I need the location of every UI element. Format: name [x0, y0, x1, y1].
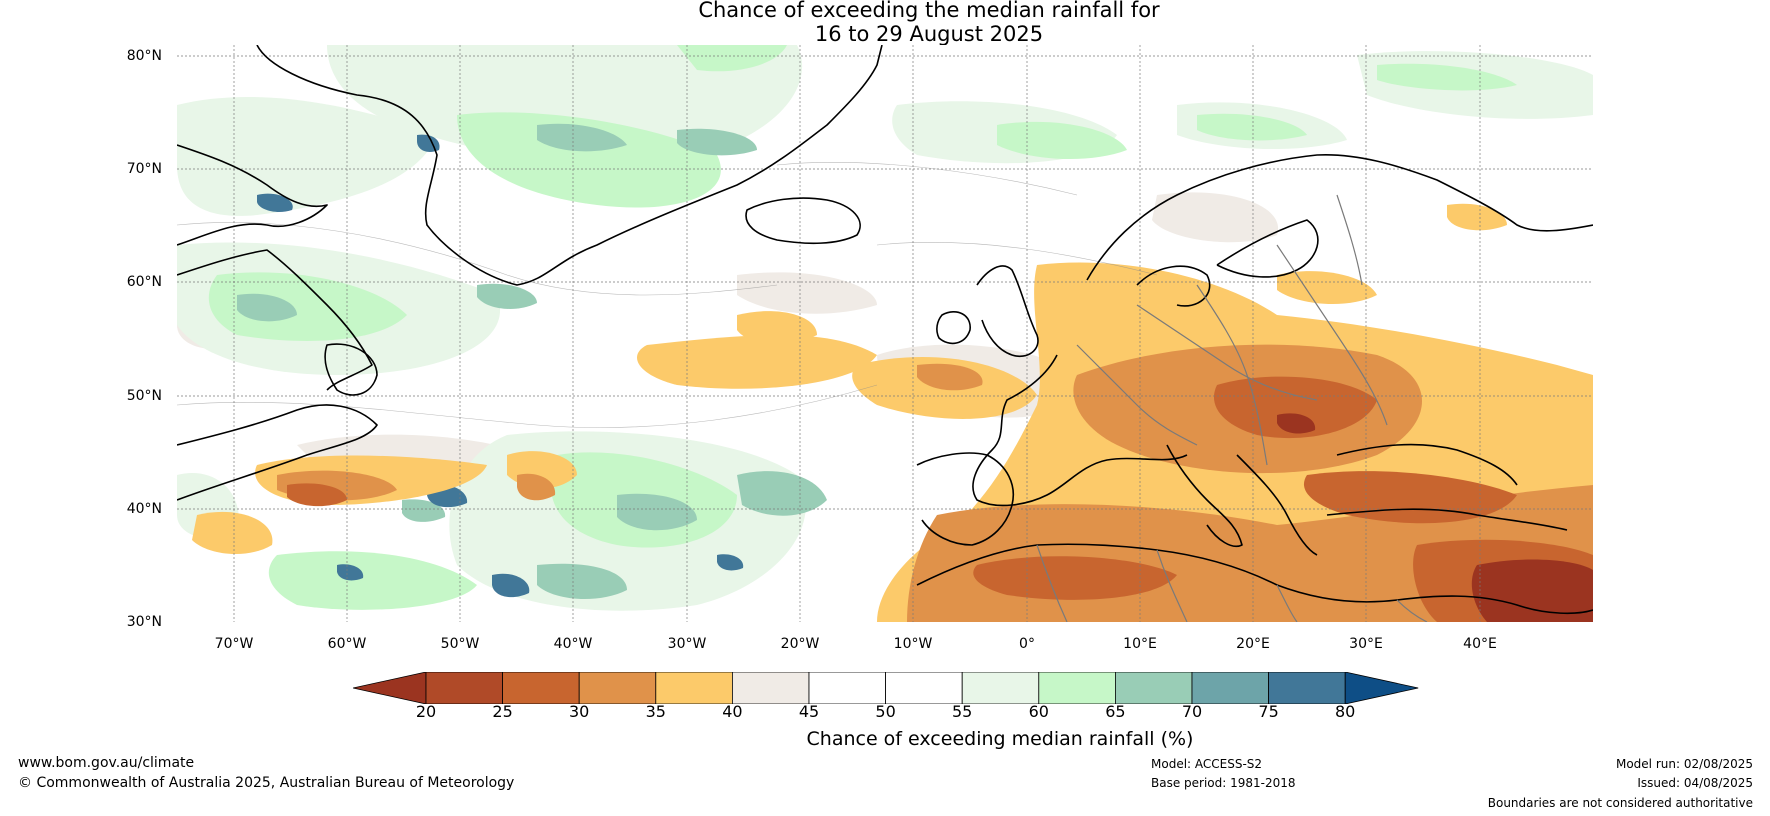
colorbar: [353, 672, 1419, 704]
colorbar-tick-label: 70: [1181, 702, 1203, 721]
colorbar-tick-label: 20: [415, 702, 437, 721]
country-borders: [1036, 194, 1428, 622]
lon-label-10w: 10°W: [893, 636, 933, 652]
colorbar-cell: [808, 672, 886, 704]
colorbar-cell: [1268, 672, 1346, 704]
lon-label-0: 0°: [1019, 636, 1035, 652]
issued-text: Issued: 04/08/2025: [1637, 776, 1753, 790]
coastlines: [177, 45, 1593, 615]
lon-label-10e: 10°E: [1123, 636, 1157, 652]
colorbar-cell: [502, 672, 580, 704]
lon-label-40w: 40°W: [553, 636, 593, 652]
colorbar-tick-label: 25: [492, 702, 513, 721]
title-line-1: Chance of exceeding the median rainfall …: [698, 0, 1160, 22]
colorbar-cell: [425, 672, 503, 704]
contour-70: [237, 123, 827, 600]
colorbar-cell: [885, 672, 963, 704]
colorbar-tick-label: 30: [569, 702, 590, 721]
lon-label-40e: 40°E: [1463, 636, 1497, 652]
colorbar-tick-label: 35: [645, 702, 666, 721]
base-period-text: Base period: 1981-2018: [1151, 776, 1296, 790]
lat-label-80n: 80°N: [126, 48, 162, 64]
lon-label-50w: 50°W: [440, 636, 480, 652]
lat-label-50n: 50°N: [126, 388, 162, 404]
rainfall-map: [177, 45, 1593, 622]
lat-label-60n: 60°N: [126, 274, 162, 290]
lon-label-70w: 70°W: [214, 636, 254, 652]
website-text: www.bom.gov.au/climate: [18, 755, 195, 771]
model-text: Model: ACCESS-S2: [1151, 757, 1263, 771]
colorbar-cell: [731, 672, 810, 704]
lon-label-30w: 30°W: [667, 636, 707, 652]
colorbar-tick-label: 45: [798, 702, 820, 721]
model-run-text: Model run: 02/08/2025: [1615, 757, 1753, 771]
colorbar-cell: [655, 672, 733, 704]
colorbar-cell: [961, 672, 1040, 704]
colorbar-cell: [578, 672, 657, 704]
colorbar-tick-label: 50: [875, 702, 896, 721]
colorbar-extend-high: [1344, 672, 1419, 704]
colorbar-tick-label: 65: [1105, 702, 1126, 721]
lon-label-30e: 30°E: [1349, 636, 1383, 652]
colorbar-tick-label: 55: [952, 702, 973, 721]
copyright-text: © Commonwealth of Australia 2025, Austra…: [18, 775, 515, 791]
graticule: [177, 45, 1593, 622]
title-line-2: 16 to 29 August 2025: [814, 22, 1044, 46]
lon-label-20w: 20°W: [780, 636, 820, 652]
lon-label-60w: 60°W: [327, 636, 367, 652]
colorbar-cell: [1115, 672, 1193, 704]
disclaimer-text: Boundaries are not considered authoritat…: [1487, 796, 1753, 810]
contour-20: [1277, 413, 1593, 622]
lon-label-20e: 20°E: [1236, 636, 1270, 652]
colorbar-label: Chance of exceeding median rainfall (%): [806, 728, 1194, 750]
colorbar-cell: [1191, 672, 1269, 704]
map-canvas: [177, 45, 1593, 622]
colorbar-tick-label: 80: [1335, 702, 1356, 721]
colorbar-cell: [1038, 672, 1116, 704]
colorbar-extend-low: [353, 672, 427, 704]
map-title: Chance of exceeding the median rainfall …: [0, 0, 1770, 46]
colorbar-tick-label: 40: [722, 702, 743, 721]
lat-label-70n: 70°N: [126, 161, 162, 177]
colorbar-tick-label: 75: [1258, 702, 1279, 721]
lat-label-40n: 40°N: [126, 501, 162, 517]
colorbar-tick-label: 60: [1028, 702, 1049, 721]
lat-label-30n: 30°N: [126, 614, 162, 630]
